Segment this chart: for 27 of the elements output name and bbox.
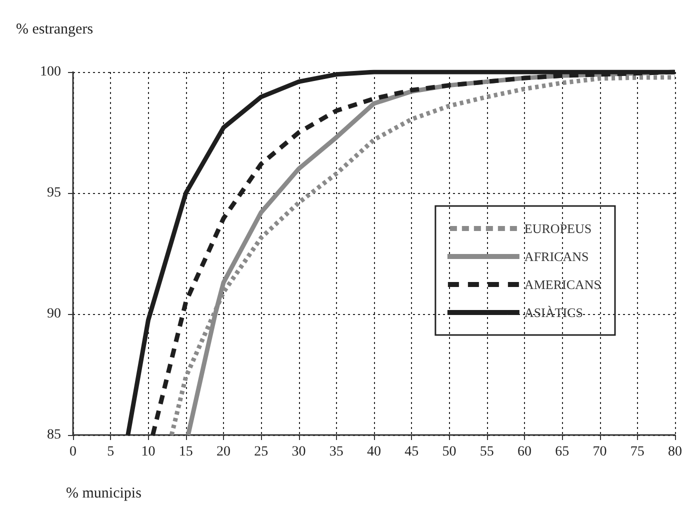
x-tick-label: 35 xyxy=(329,444,344,460)
legend-label: EUROPEUS xyxy=(524,221,592,236)
x-tick-label: 55 xyxy=(480,444,494,460)
y-tick-label: 95 xyxy=(47,186,61,200)
x-tick-label: 45 xyxy=(404,444,419,460)
x-tick-label: 75 xyxy=(630,444,644,460)
x-tick-label: 70 xyxy=(592,444,607,460)
y-tick-label: 90 xyxy=(47,306,61,322)
x-tick-label: 40 xyxy=(367,444,381,460)
legend-label: AMERICANS xyxy=(524,277,602,292)
x-axis-title: % municipis xyxy=(66,486,142,502)
x-tick-label: 5 xyxy=(107,444,114,460)
x-tick-label: 15 xyxy=(178,444,193,460)
x-tick-label: 25 xyxy=(254,444,268,460)
x-tick-label: 0 xyxy=(70,444,76,460)
x-tick-label: 60 xyxy=(518,444,532,460)
legend-label: ASIÀTICS xyxy=(524,305,583,320)
x-tick-label: 30 xyxy=(292,444,306,460)
x-tick-label: 65 xyxy=(555,444,570,460)
legend-label: AFRICANS xyxy=(524,249,589,264)
x-tick-label: 50 xyxy=(442,444,456,460)
x-tick-label: 10 xyxy=(141,444,156,460)
x-tick-label: 20 xyxy=(216,444,230,460)
y-axis-title: % estrangers xyxy=(16,22,94,38)
x-tick-label: 80 xyxy=(668,444,682,460)
y-tick-label: 85 xyxy=(47,428,61,442)
y-tick-label: 100 xyxy=(40,64,61,80)
